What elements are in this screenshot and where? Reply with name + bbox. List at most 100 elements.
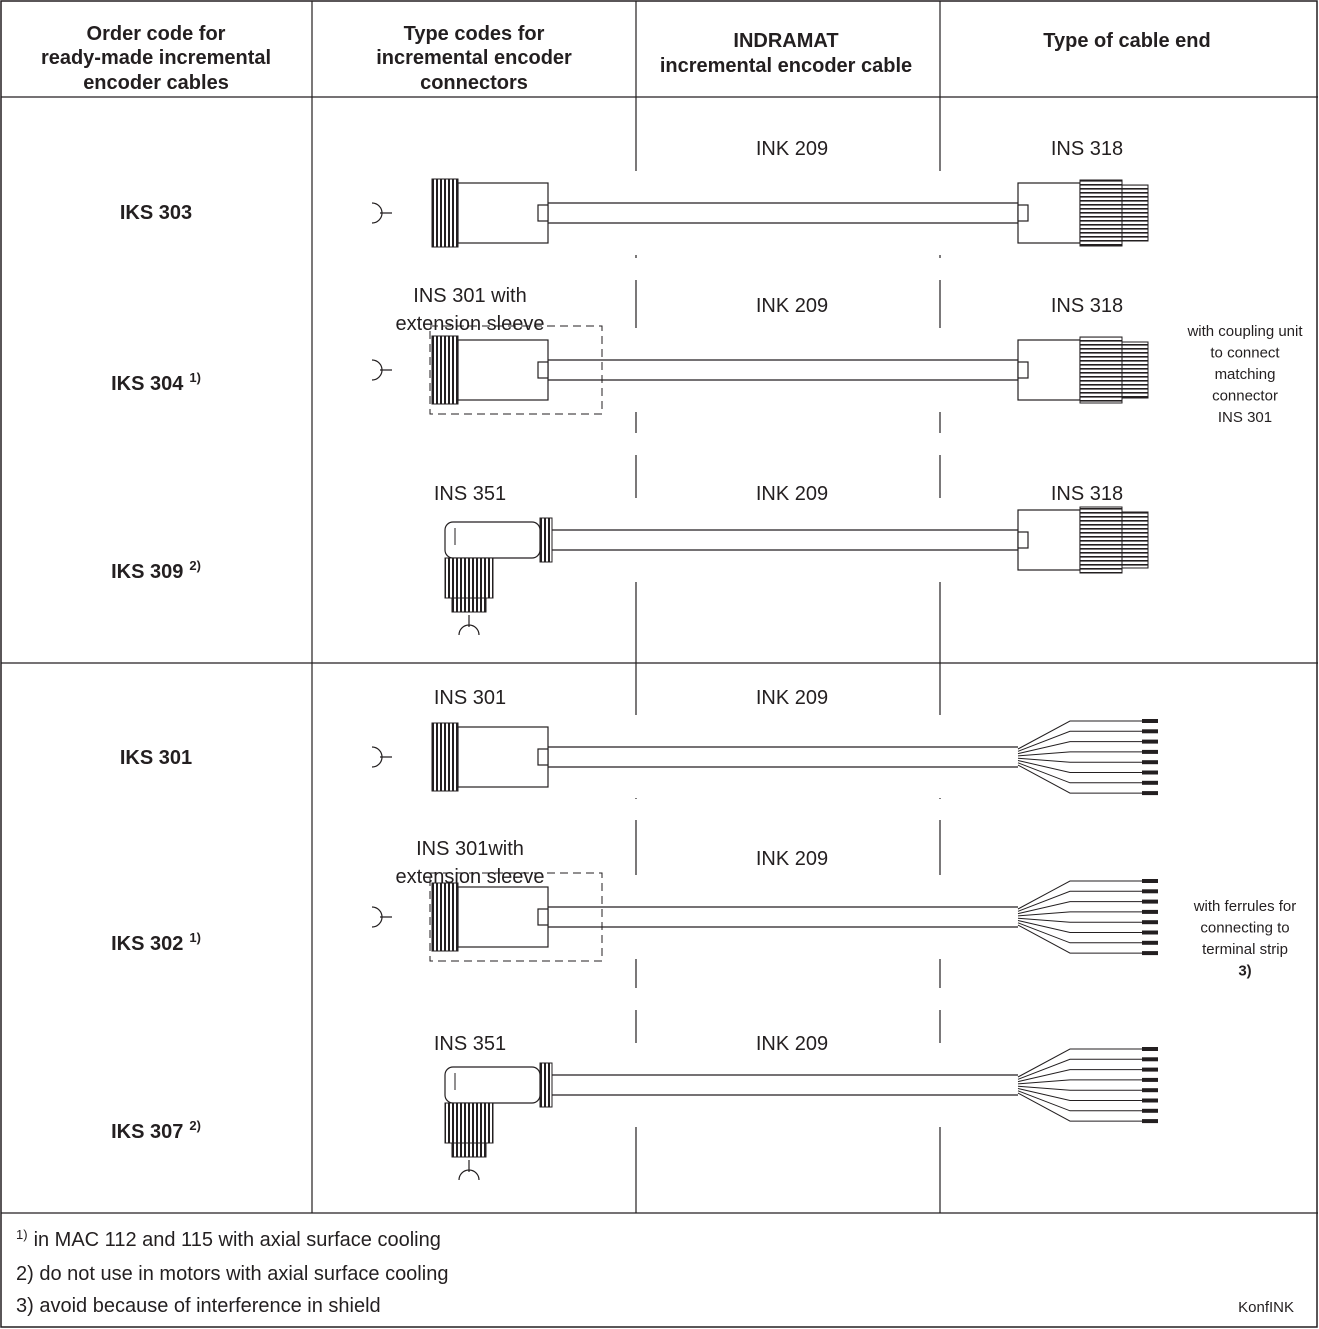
connector-body — [444, 521, 541, 559]
connector-nut — [431, 178, 459, 248]
cable-end-label: INS 318 — [1051, 138, 1123, 160]
ferrule — [1142, 780, 1158, 785]
ferrule — [1142, 1098, 1158, 1103]
order-code: IKS 304 1) — [111, 370, 201, 395]
cable-label: INK 209 — [756, 848, 828, 870]
note-mark: 2) — [189, 1118, 201, 1133]
wire — [1017, 1085, 1142, 1091]
connector-nut — [444, 1102, 494, 1144]
footnote-text: in MAC 112 and 115 with axial surface co… — [34, 1229, 441, 1251]
wire — [1017, 911, 1142, 917]
ferrule — [1142, 1108, 1158, 1113]
ferrule — [1142, 1047, 1158, 1051]
connector-body — [457, 339, 549, 401]
header-text: ready-made incremental — [41, 47, 271, 69]
order-code: IKS 301 — [120, 747, 192, 769]
note-mark: 1) — [189, 370, 201, 385]
cable — [548, 202, 1018, 224]
end-note: 3) — [1238, 963, 1251, 980]
order-code: IKS 309 2) — [111, 558, 201, 583]
connector-body — [457, 726, 549, 788]
cable-label: INK 209 — [756, 1033, 828, 1055]
note-mark: 2) — [189, 558, 201, 573]
wire — [1017, 880, 1142, 910]
cable-label: INK 209 — [756, 687, 828, 709]
end-note: with coupling unit — [1186, 323, 1303, 340]
wire — [1017, 762, 1142, 784]
end-note: connector — [1212, 388, 1278, 405]
ferrule — [1142, 899, 1158, 904]
footnote-mark: 1) — [16, 1227, 28, 1242]
order-code: IKS 302 1) — [111, 930, 201, 955]
extension-sleeve — [429, 325, 603, 415]
connector-collar — [539, 517, 553, 563]
figure-code: KonfINK — [1238, 1299, 1294, 1316]
cable-label: INK 209 — [756, 483, 828, 505]
plug-notch — [1017, 204, 1029, 222]
ferrule — [1142, 1088, 1158, 1093]
wire — [1017, 720, 1142, 750]
order-code-text: IKS 307 — [111, 1121, 183, 1143]
ferrule — [1142, 940, 1158, 945]
order-code: IKS 303 — [120, 202, 192, 224]
ferrule — [1142, 749, 1158, 754]
cable — [552, 529, 1018, 551]
connector-notch — [537, 361, 549, 379]
connector-body — [457, 886, 549, 948]
ferrule — [1142, 1057, 1158, 1062]
extension-sleeve — [429, 872, 603, 962]
connector-symbol — [371, 202, 392, 224]
wire — [1017, 764, 1142, 794]
ferrule — [1142, 1067, 1158, 1072]
wire — [1017, 1079, 1142, 1085]
end-note: with ferrules for — [1193, 898, 1297, 915]
connector-nut — [444, 557, 494, 599]
connector-symbol — [458, 1160, 480, 1181]
header-text: Type of cable end — [1043, 30, 1210, 52]
ferrule — [1142, 739, 1158, 744]
end-note: connecting to — [1200, 920, 1289, 937]
ferrule — [1142, 930, 1158, 935]
wire — [1017, 1058, 1142, 1080]
connector-label: INS 301with — [416, 838, 524, 860]
connector-nut — [431, 722, 459, 792]
end-note: matching — [1215, 366, 1276, 383]
connector-label: extension sleeve — [396, 866, 545, 888]
end-note: INS 301 — [1218, 409, 1272, 426]
ferrule — [1142, 879, 1158, 883]
wire — [1017, 901, 1142, 915]
header-text: incremental encoder — [376, 47, 572, 69]
wire — [1017, 917, 1142, 923]
wire — [1017, 760, 1142, 773]
connector-label: INS 301 with — [413, 285, 526, 307]
ferrule — [1142, 760, 1158, 765]
order-code: IKS 307 2) — [111, 1118, 201, 1143]
note-mark: 1) — [189, 930, 201, 945]
footnote: 2) do not use in motors with axial surfa… — [16, 1263, 448, 1285]
connector-nut — [431, 335, 459, 405]
wire — [1017, 1090, 1142, 1112]
ferrule — [1142, 791, 1158, 796]
wire — [1017, 1088, 1142, 1101]
connector-symbol — [458, 615, 480, 636]
ferrule — [1142, 770, 1158, 775]
connector-base — [451, 1142, 487, 1158]
connector-label: extension sleeve — [396, 313, 545, 335]
footnote: 1) in MAC 112 and 115 with axial surface … — [16, 1227, 441, 1251]
cable — [548, 746, 1018, 768]
end-note: terminal strip — [1202, 941, 1288, 958]
plug-thread — [1121, 511, 1149, 569]
ferrule — [1142, 920, 1158, 925]
connector-collar — [539, 1062, 553, 1108]
cable — [552, 1074, 1018, 1096]
footnote: 3) avoid because of interference in shie… — [16, 1295, 381, 1317]
header-text: connectors — [420, 72, 528, 94]
connector-body — [444, 1066, 541, 1104]
wire — [1017, 1069, 1142, 1083]
connector-symbol — [371, 746, 392, 768]
connector-notch — [537, 204, 549, 222]
connector-symbol — [371, 906, 392, 928]
wire — [1017, 924, 1142, 954]
